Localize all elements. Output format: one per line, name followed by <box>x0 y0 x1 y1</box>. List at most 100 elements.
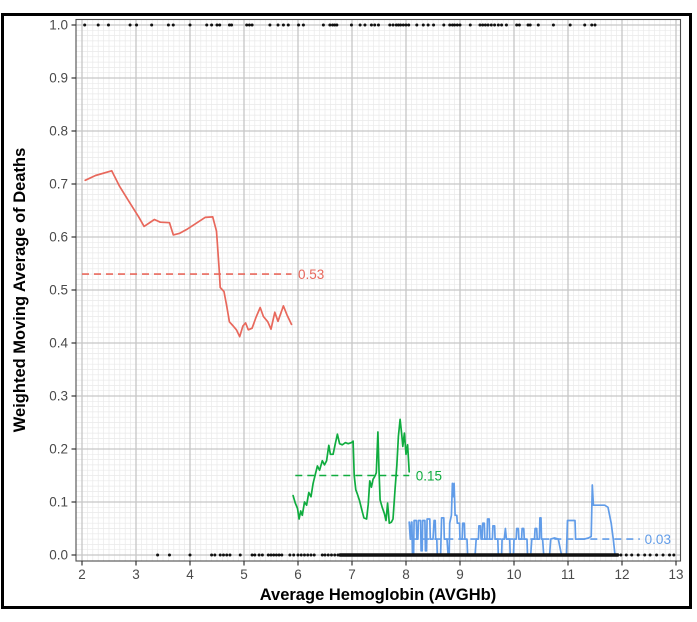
survival-point <box>167 553 171 557</box>
death-point <box>404 23 408 27</box>
death-point <box>401 23 405 27</box>
survival-point <box>630 553 634 557</box>
death-point <box>407 23 411 27</box>
death-point <box>388 23 392 27</box>
survival-point <box>661 553 665 557</box>
death-point <box>432 23 436 27</box>
death-point <box>135 23 139 27</box>
death-point <box>281 23 285 27</box>
ref-label-high-avghb: 0.03 <box>645 532 671 547</box>
death-point <box>394 23 398 27</box>
x-tick-label: 6 <box>294 567 302 582</box>
death-point <box>268 23 272 27</box>
death-point <box>83 23 87 27</box>
survival-point <box>288 553 292 557</box>
survival-point <box>221 553 225 557</box>
death-point <box>450 23 454 27</box>
death-point <box>526 23 530 27</box>
y-tick-label: 0.3 <box>49 389 68 404</box>
y-tick-label: 0.6 <box>49 230 68 245</box>
survival-point <box>309 553 313 557</box>
survival-point <box>218 553 222 557</box>
survival-point <box>643 553 647 557</box>
survival-point <box>299 553 303 557</box>
death-point <box>504 23 508 27</box>
death-point <box>568 23 572 27</box>
survival-point <box>320 553 324 557</box>
death-point <box>286 23 290 27</box>
death-point <box>391 23 395 27</box>
death-point <box>373 23 377 27</box>
death-point <box>171 23 175 27</box>
y-tick-label: 0.5 <box>49 283 68 298</box>
x-tick-label: 12 <box>614 567 629 582</box>
survival-point <box>329 553 333 557</box>
survival-point <box>280 553 284 557</box>
x-tick-label: 5 <box>240 567 248 582</box>
survival-point <box>260 553 264 557</box>
death-point <box>455 23 459 27</box>
death-point <box>369 23 373 27</box>
death-point <box>551 23 555 27</box>
death-point <box>536 23 540 27</box>
ref-label-low-avghb: 0.53 <box>298 267 324 282</box>
survival-point <box>648 553 652 557</box>
survival-point <box>253 553 257 557</box>
survival-point <box>269 553 273 557</box>
survival-point <box>257 553 261 557</box>
death-point <box>297 23 301 27</box>
y-tick-label: 0.2 <box>49 442 68 457</box>
death-point <box>415 23 419 27</box>
death-point <box>363 23 367 27</box>
axis-tick-labels: 2 3 4 5 6 7 8 9 10 11 12 13 0.0 0.1 0.2 0.3 0.4 0.5 0.6 0.7… <box>49 18 683 583</box>
death-point <box>328 23 332 27</box>
survival-point <box>238 553 242 557</box>
survival-point <box>274 553 278 557</box>
death-point <box>489 23 493 27</box>
survival-point <box>272 553 276 557</box>
death-point <box>250 23 254 27</box>
death-point <box>448 23 452 27</box>
death-point <box>227 23 231 27</box>
death-point <box>276 23 280 27</box>
x-tick-label: 8 <box>402 567 410 582</box>
survival-point <box>188 553 192 557</box>
death-point <box>517 23 521 27</box>
survival-point <box>636 553 640 557</box>
death-point <box>421 23 425 27</box>
death-point <box>376 23 380 27</box>
death-point <box>166 23 170 27</box>
survival-point <box>250 553 254 557</box>
survival-point <box>323 553 327 557</box>
survival-point <box>306 553 310 557</box>
y-tick-label: 0.0 <box>49 548 68 563</box>
death-point <box>593 23 597 27</box>
survival-point <box>292 553 296 557</box>
death-point <box>96 23 100 27</box>
survival-point <box>156 553 160 557</box>
x-tick-label: 9 <box>456 567 464 582</box>
death-point <box>442 23 446 27</box>
death-point <box>247 23 251 27</box>
death-point <box>515 23 519 27</box>
y-axis-title: Weighted Moving Average of Deaths <box>11 148 29 433</box>
survival-point <box>266 553 270 557</box>
x-tick-label: 4 <box>186 567 194 582</box>
x-axis-title: Average Hemoglobin (AVGHb) <box>260 586 497 604</box>
death-point <box>335 23 339 27</box>
survival-point <box>624 553 628 557</box>
survival-point <box>296 553 300 557</box>
data-point-rugs <box>83 23 676 557</box>
death-point <box>205 23 209 27</box>
death-point <box>396 23 400 27</box>
death-point <box>301 23 305 27</box>
x-tick-label: 3 <box>132 567 140 582</box>
death-point <box>150 23 154 27</box>
y-tick-label: 1.0 <box>49 18 68 33</box>
survival-point <box>333 553 337 557</box>
survival-point <box>225 553 229 557</box>
death-point <box>230 23 234 27</box>
death-point <box>349 23 353 27</box>
death-point <box>245 23 249 27</box>
death-point <box>496 23 500 27</box>
